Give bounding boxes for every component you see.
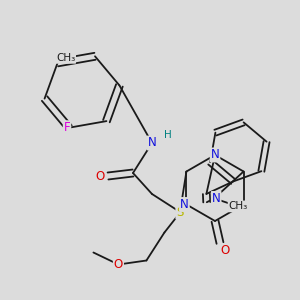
Text: N: N — [148, 136, 156, 149]
Text: N: N — [212, 192, 220, 205]
Text: CH₃: CH₃ — [229, 201, 248, 212]
Text: N: N — [211, 148, 219, 161]
Text: S: S — [176, 206, 184, 218]
Text: F: F — [64, 121, 70, 134]
Text: N: N — [180, 198, 189, 211]
Text: O: O — [220, 244, 230, 257]
Text: H: H — [164, 130, 172, 140]
Text: O: O — [114, 258, 123, 271]
Text: CH₃: CH₃ — [56, 53, 75, 63]
Text: O: O — [95, 169, 105, 182]
